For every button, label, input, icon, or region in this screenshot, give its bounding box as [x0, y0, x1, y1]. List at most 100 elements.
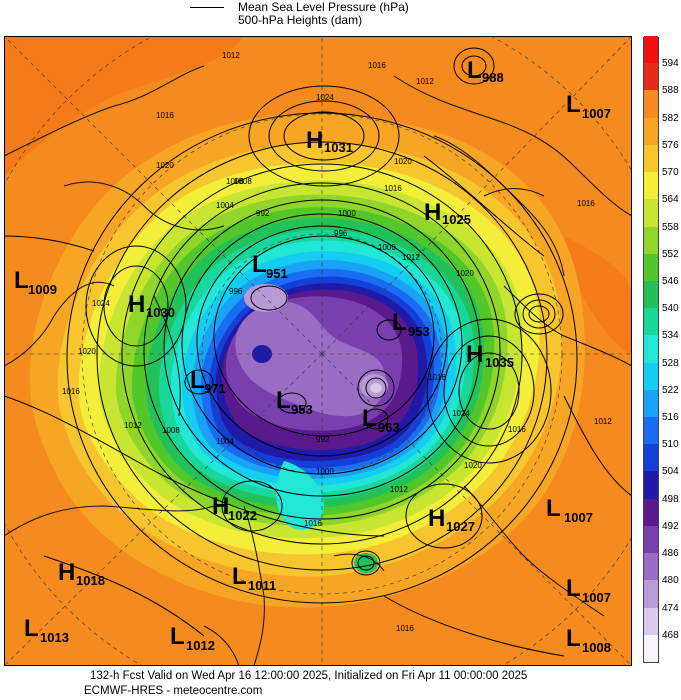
colorbar-level-label: 552: [662, 248, 679, 260]
isobar-label: 1016: [368, 61, 386, 70]
isobar-label: 1024: [452, 409, 470, 418]
colorbar-level-label: 486: [662, 548, 679, 560]
pressure-center-low: L 1008: [566, 625, 611, 655]
isobar-label: 1020: [78, 347, 96, 356]
colorbar-cell: [644, 89, 658, 118]
center-value: 971: [204, 381, 226, 396]
center-value: 953: [408, 324, 430, 339]
colorbar-cell: [644, 171, 658, 200]
isobar-label: 992: [316, 435, 330, 444]
center-letter: H: [424, 199, 441, 226]
colorbar-cell: [644, 62, 658, 91]
legend-heights-label: 500-hPa Heights (dam): [238, 13, 363, 27]
center-letter: L: [276, 387, 291, 414]
colorbar-level-label: 516: [662, 412, 679, 424]
colorbar-cell: [644, 117, 658, 145]
center-value: 1025: [442, 212, 471, 227]
isobar-labels: 1012 1016 1024 1020 1016 1012 1016 1020 …: [62, 51, 612, 633]
map-canvas: 1012 1016 1024 1020 1016 1012 1016 1020 …: [4, 36, 632, 666]
colorbar-level-label: 546: [662, 275, 679, 287]
center-letter: L: [566, 91, 581, 118]
center-letter: L: [232, 563, 247, 590]
pressure-center-low: L 1009: [14, 267, 57, 297]
pressure-center-low: L 971: [190, 367, 226, 396]
isobar-label: 1012: [594, 417, 612, 426]
center-letter: L: [362, 405, 377, 432]
pressure-center-low: L 963: [362, 405, 400, 435]
legend-heights: 500-hPa Heights (dam): [238, 13, 362, 27]
height-fill-486: [235, 302, 386, 417]
center-value: 1035: [485, 355, 514, 370]
weather-map: 1012 1016 1024 1020 1016 1012 1016 1020 …: [4, 36, 632, 666]
colorbar-level-label: 534: [662, 330, 679, 342]
colorbar-level-label: 468: [662, 629, 679, 641]
isobar-label: 996: [229, 287, 243, 296]
isobar-label: 1016: [508, 425, 526, 434]
colorbar-cell: [644, 362, 658, 390]
pressure-center-low: L 1011: [232, 563, 276, 593]
colorbar-cell: [644, 226, 658, 254]
isobar-label: 996: [334, 229, 348, 238]
isobar-label: 1020: [464, 461, 482, 470]
colorbar-cell: [644, 525, 658, 554]
isobar-label: 1016: [577, 199, 595, 208]
colorbar-level-label: 498: [662, 493, 679, 505]
forecast-valid-text: 132-h Fcst Valid on Wed Apr 16 12:00:00 …: [90, 670, 528, 682]
height-fill-474: [370, 383, 382, 393]
isobar-label: 1024: [316, 93, 334, 102]
colorbar-cell: [644, 552, 658, 581]
center-value: 1018: [76, 573, 105, 588]
pressure-center-low: L 1013: [24, 615, 69, 645]
colorbar-level-label: 588: [662, 85, 679, 97]
isobar-label: 1016: [428, 373, 446, 382]
colorbar-cell: [644, 280, 658, 309]
isobar-label: 1008: [234, 177, 252, 186]
isobar-label: 1000: [338, 209, 356, 218]
center-letter: L: [566, 625, 581, 652]
colorbar-cell: [644, 443, 658, 472]
height-fill-591: [564, 236, 632, 356]
center-value: 1007: [582, 590, 611, 605]
colorbar-cell: [644, 607, 658, 635]
pressure-center-high: H 1031: [306, 127, 353, 155]
isobar-label: 1012: [124, 421, 142, 430]
colorbar-level-label: 492: [662, 520, 679, 532]
colorbar: [643, 35, 659, 663]
colorbar-cell: [644, 198, 658, 227]
center-letter: H: [128, 291, 145, 318]
legend-line-swatch: [190, 6, 224, 8]
center-value: 963: [378, 420, 400, 435]
isobar-label: 1008: [162, 426, 180, 435]
isobar-label: 992: [256, 209, 270, 218]
isobar-label: 1004: [216, 201, 234, 210]
colorbar-level-label: 504: [662, 466, 679, 478]
colorbar-cell: [644, 334, 658, 363]
colorbar-level-label: 480: [662, 575, 679, 587]
isobar-label: 1024: [92, 299, 110, 308]
height-fill-534: [276, 461, 324, 530]
colorbar-level-label: 576: [662, 139, 679, 151]
pressure-center-low: L 1007: [566, 575, 611, 605]
pressure-centers: L 988 L 1007 H 1031 H 1025 L 1009 H 1030 L 951 …: [14, 57, 611, 655]
colorbar-level-label: 570: [662, 167, 679, 179]
colorbar-cell: [644, 307, 658, 336]
colorbar-level-label: 594: [662, 58, 679, 70]
colorbar-cell: [644, 634, 658, 662]
center-value: 1007: [582, 106, 611, 121]
colorbar-level-label: 522: [662, 384, 679, 396]
pressure-center-low: L 988: [467, 57, 504, 85]
center-letter: L: [170, 623, 185, 650]
pressure-center-low: L 953: [392, 309, 430, 339]
colorbar-level-label: 564: [662, 194, 679, 206]
center-value: 951: [266, 266, 288, 281]
isobar-label: 1012: [402, 253, 420, 262]
colorbar-level-label: 474: [662, 602, 679, 614]
isobar-label: 1016: [396, 624, 414, 633]
center-letter: L: [252, 251, 267, 278]
isobar-label: 1016: [304, 519, 322, 528]
isobar-label: 1016: [156, 111, 174, 120]
isobar-label: 1012: [390, 485, 408, 494]
source-credit: ECMWF-HRES - meteocentre.com: [84, 685, 263, 697]
isobar-label: 1012: [222, 51, 240, 60]
